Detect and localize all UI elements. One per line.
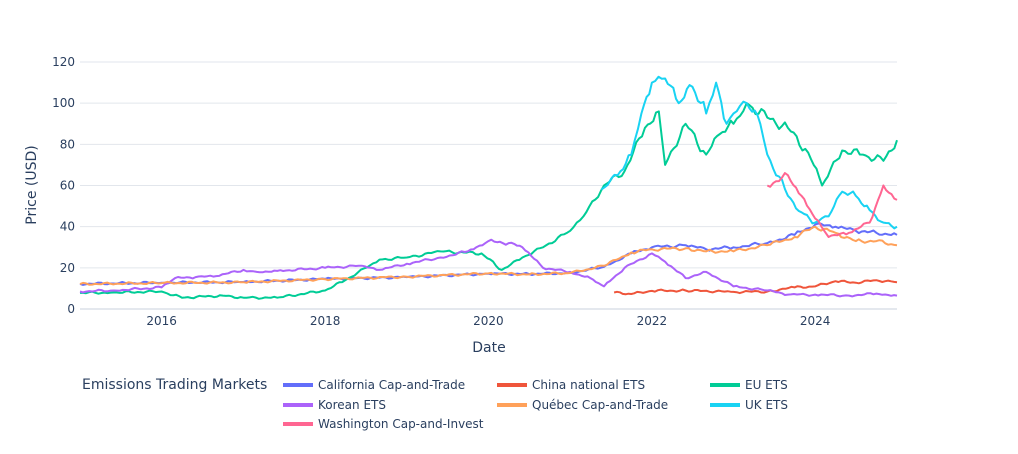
legend-title: Emissions Trading Markets — [82, 377, 267, 393]
y-axis-title: Price (USD) — [24, 145, 40, 224]
legend[interactable]: Emissions Trading Markets California Cap… — [82, 377, 788, 431]
x-axis-title: Date — [472, 340, 505, 356]
axes: 0 20 40 60 80 100 120 2016 2018 2020 2022 2024 — [52, 55, 830, 328]
legend-label: Québec Cap-and-Trade — [532, 398, 668, 412]
legend-item-washington-cap-and-invest[interactable]: Washington Cap-and-Invest — [283, 417, 484, 431]
gridlines — [80, 61, 897, 310]
y-tick-label: 60 — [60, 179, 75, 193]
legend-label: UK ETS — [745, 398, 788, 412]
y-tick-label: 20 — [60, 261, 75, 275]
y-tick-label: 120 — [52, 55, 75, 69]
series-line-korean-ets — [79, 238, 898, 298]
legend-item-china-national-ets[interactable]: China national ETS — [497, 378, 645, 392]
legend-item-eu-ets[interactable]: EU ETS — [710, 378, 788, 392]
y-tick-label: 100 — [52, 96, 75, 110]
series-line-eu-ets — [80, 102, 898, 300]
x-tick-label: 2016 — [146, 314, 177, 328]
legend-label: China national ETS — [532, 378, 645, 392]
legend-label: California Cap-and-Trade — [318, 378, 465, 392]
legend-item-california-cap-and-trade[interactable]: California Cap-and-Trade — [283, 378, 465, 392]
legend-item-korean-ets[interactable]: Korean ETS — [283, 398, 386, 412]
y-tick-label: 40 — [60, 220, 75, 234]
x-tick-label: 2024 — [800, 314, 831, 328]
y-tick-label: 80 — [60, 137, 75, 151]
series-line-washington-cap-and-invest — [766, 172, 898, 238]
series-line-uk-ets — [600, 75, 898, 230]
legend-item-quebec-cap-and-trade[interactable]: Québec Cap-and-Trade — [497, 398, 668, 412]
legend-label: EU ETS — [745, 378, 788, 392]
series-line-quebec-cap-and-trade — [79, 225, 898, 286]
legend-label: Washington Cap-and-Invest — [318, 417, 484, 431]
legend-item-uk-ets[interactable]: UK ETS — [710, 398, 788, 412]
plot-series — [79, 75, 898, 300]
x-tick-label: 2022 — [637, 314, 668, 328]
series-line-china-national-ets — [613, 279, 898, 296]
legend-label: Korean ETS — [318, 398, 386, 412]
y-tick-label: 0 — [67, 302, 75, 316]
x-tick-label: 2020 — [473, 314, 504, 328]
x-tick-label: 2018 — [310, 314, 341, 328]
